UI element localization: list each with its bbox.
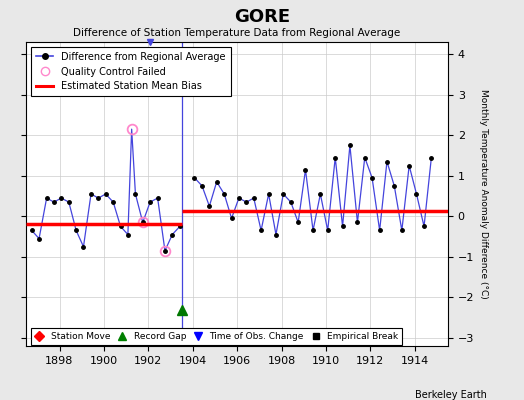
Legend: Station Move, Record Gap, Time of Obs. Change, Empirical Break: Station Move, Record Gap, Time of Obs. C… bbox=[31, 328, 402, 344]
Title: Difference of Station Temperature Data from Regional Average: Difference of Station Temperature Data f… bbox=[73, 28, 401, 38]
Text: Berkeley Earth: Berkeley Earth bbox=[416, 390, 487, 400]
Y-axis label: Monthly Temperature Anomaly Difference (°C): Monthly Temperature Anomaly Difference (… bbox=[479, 89, 488, 299]
Text: GORE: GORE bbox=[234, 8, 290, 26]
